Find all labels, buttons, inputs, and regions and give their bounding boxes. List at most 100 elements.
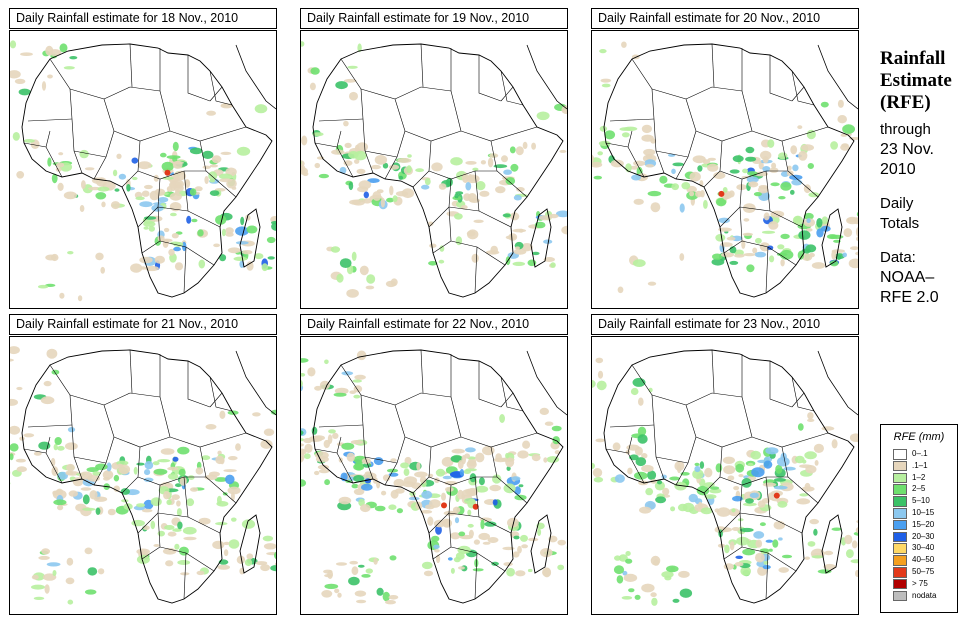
rain-patch (522, 440, 531, 449)
rain-patch (149, 190, 159, 201)
rain-patch (219, 410, 226, 419)
rain-patch (482, 541, 491, 545)
rain-patch (742, 548, 756, 556)
rain-patch (301, 358, 309, 363)
rain-patch (33, 451, 42, 456)
rain-patch (176, 508, 182, 517)
country-border (791, 70, 815, 106)
rain-patch (406, 165, 412, 174)
rain-patch (689, 171, 701, 182)
rain-patch (358, 498, 365, 507)
rain-patch (718, 227, 732, 232)
rain-patch (414, 471, 428, 478)
country-border (653, 424, 665, 480)
rain-patch (689, 191, 695, 197)
rain-patch (821, 216, 829, 225)
rain-patch (431, 535, 440, 542)
rain-patch (79, 149, 89, 159)
country-border (121, 140, 141, 188)
arabia-coast (817, 44, 858, 110)
rain-patch (461, 455, 466, 465)
country-border (428, 476, 497, 486)
rain-patch (510, 212, 520, 221)
rain-patch (271, 222, 276, 231)
rain-patch (632, 259, 646, 267)
rain-patch (511, 476, 521, 481)
rain-patch (228, 539, 240, 549)
legend-label: > 75 (912, 578, 928, 588)
rain-patch (797, 423, 804, 431)
rain-patch (692, 469, 704, 480)
rain-patch (699, 461, 705, 469)
country-border (428, 170, 497, 180)
rain-patch (10, 346, 20, 355)
country-border (360, 88, 406, 132)
legend-swatch (893, 484, 907, 495)
legend-swatch (893, 496, 907, 507)
rain-patch (434, 477, 440, 484)
rain-patch (152, 461, 160, 466)
country-border (73, 456, 107, 464)
rain-patch (592, 161, 603, 168)
rain-patch (748, 181, 759, 188)
rain-patch (805, 244, 817, 253)
country-border (336, 130, 342, 148)
rain-patch (92, 471, 101, 476)
rain-patch (645, 154, 653, 159)
panel-title: Daily Rainfall estimate for 21 Nov., 201… (9, 314, 277, 335)
rain-patch (763, 460, 773, 469)
rain-patch (263, 543, 276, 550)
rain-patch (745, 146, 755, 154)
data-source-version: RFE 2.0 (880, 289, 939, 306)
rain-patch (353, 488, 365, 495)
country-border (719, 170, 788, 180)
rain-patch (729, 260, 739, 265)
rain-patch (661, 571, 674, 578)
country-border (653, 118, 665, 174)
rain-patch (804, 556, 810, 560)
rain-patch (212, 540, 225, 550)
rain-patch (741, 239, 746, 249)
rain-patch (770, 210, 785, 218)
rain-patch (31, 574, 39, 580)
rain-patch (763, 560, 769, 565)
rain-patch (467, 229, 479, 240)
rain-patch (165, 560, 174, 567)
rain-patch (450, 567, 455, 574)
rain-patch (807, 418, 815, 422)
rain-patch (408, 496, 420, 501)
rain-patch (479, 190, 490, 197)
rain-patch (114, 188, 120, 192)
rain-patch (487, 537, 499, 543)
rain-patch (647, 281, 657, 286)
rain-patch (648, 387, 653, 393)
country-border (336, 436, 342, 454)
country-border (394, 86, 452, 100)
rain-patch (467, 509, 472, 516)
rain-patch (365, 568, 373, 574)
rain-patch (557, 539, 566, 546)
rain-patch (763, 212, 770, 221)
rain-patch (307, 367, 316, 377)
country-border (711, 43, 715, 88)
rain-patch (542, 567, 551, 577)
rain-patch (629, 454, 639, 461)
rain-patch (592, 154, 595, 163)
rain-patch (366, 274, 376, 284)
rain-patch (831, 249, 845, 254)
rain-patch (332, 432, 339, 439)
rain-patch (80, 487, 92, 491)
rain-patch (731, 527, 740, 531)
rain-patch (503, 169, 512, 175)
rain-patch (338, 496, 352, 505)
rain-patch (421, 490, 433, 499)
rain-patch (186, 498, 195, 507)
rain-patch (314, 385, 322, 391)
rain-patch (434, 549, 440, 553)
rain-patch (223, 469, 237, 473)
rain-patch (597, 151, 603, 156)
rain-patch (131, 157, 139, 164)
rain-patch (770, 182, 780, 187)
rain-patch (41, 81, 47, 91)
rain-patch (356, 168, 366, 175)
